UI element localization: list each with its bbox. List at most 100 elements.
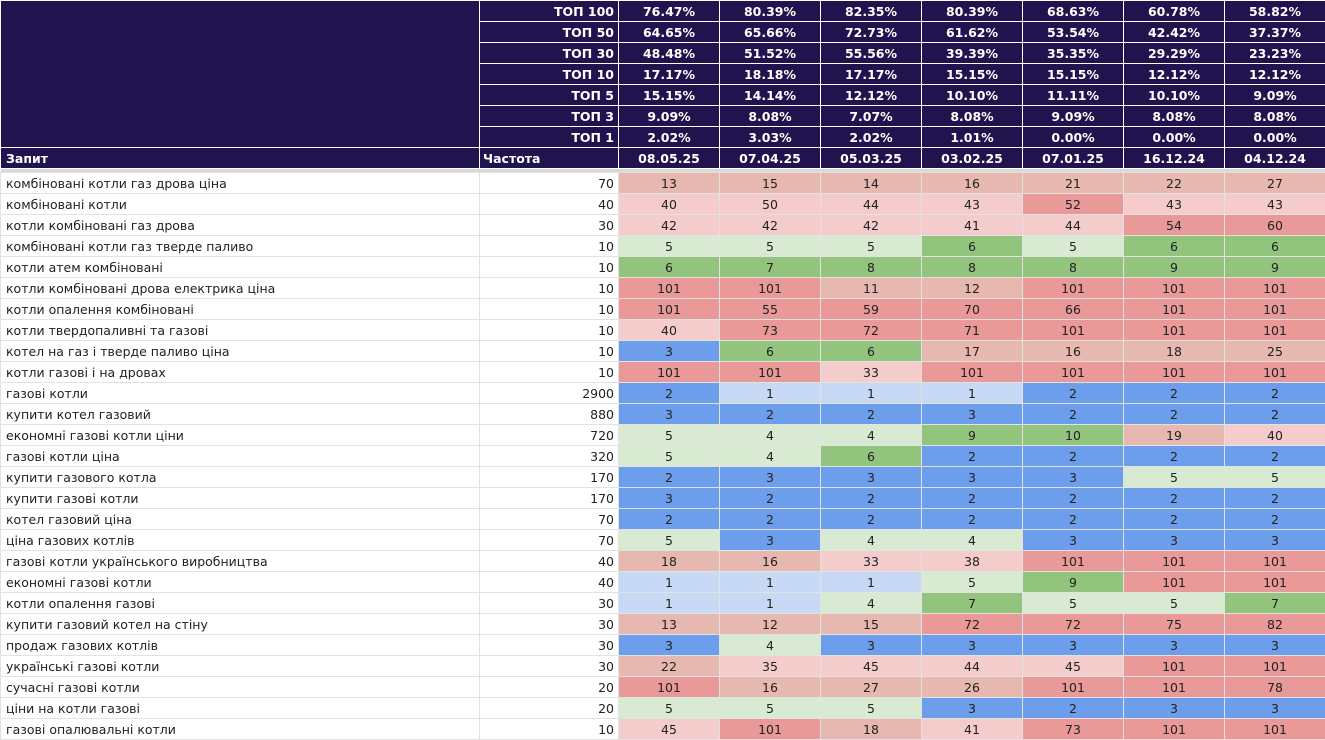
position-cell[interactable]: 26 bbox=[922, 677, 1023, 698]
frequency-cell[interactable]: 10 bbox=[480, 299, 619, 320]
summary-label[interactable]: ТОП 100 bbox=[480, 1, 619, 22]
position-cell[interactable]: 45 bbox=[619, 719, 720, 740]
position-cell[interactable]: 101 bbox=[1225, 299, 1325, 320]
position-cell[interactable]: 2 bbox=[720, 404, 821, 425]
summary-percentage-cell[interactable]: 12.12% bbox=[1124, 64, 1225, 85]
position-cell[interactable]: 2 bbox=[1225, 383, 1325, 404]
position-cell[interactable]: 7 bbox=[720, 257, 821, 278]
position-cell[interactable]: 73 bbox=[720, 320, 821, 341]
position-cell[interactable]: 5 bbox=[821, 698, 922, 719]
position-cell[interactable]: 8 bbox=[922, 257, 1023, 278]
position-cell[interactable]: 2 bbox=[1023, 509, 1124, 530]
query-cell[interactable]: котли атем комбіновані bbox=[1, 257, 480, 278]
position-cell[interactable]: 82 bbox=[1225, 614, 1325, 635]
position-cell[interactable]: 33 bbox=[821, 551, 922, 572]
summary-percentage-cell[interactable]: 42.42% bbox=[1124, 22, 1225, 43]
summary-percentage-cell[interactable]: 82.35% bbox=[821, 1, 922, 22]
position-cell[interactable]: 7 bbox=[1225, 593, 1325, 614]
summary-percentage-cell[interactable]: 0.00% bbox=[1124, 127, 1225, 148]
frequency-cell[interactable]: 30 bbox=[480, 656, 619, 677]
summary-percentage-cell[interactable]: 60.78% bbox=[1124, 1, 1225, 22]
frequency-cell[interactable]: 70 bbox=[480, 509, 619, 530]
position-cell[interactable]: 40 bbox=[619, 194, 720, 215]
summary-percentage-cell[interactable]: 23.23% bbox=[1225, 43, 1325, 64]
position-cell[interactable]: 45 bbox=[821, 656, 922, 677]
position-cell[interactable]: 4 bbox=[720, 635, 821, 656]
position-cell[interactable]: 3 bbox=[922, 404, 1023, 425]
query-cell[interactable]: газові котли ціна bbox=[1, 446, 480, 467]
frequency-cell[interactable]: 10 bbox=[480, 362, 619, 383]
frequency-cell[interactable]: 10 bbox=[480, 278, 619, 299]
query-cell[interactable]: газові котли bbox=[1, 383, 480, 404]
summary-percentage-cell[interactable]: 12.12% bbox=[1225, 64, 1325, 85]
position-cell[interactable]: 2 bbox=[1124, 488, 1225, 509]
frequency-cell[interactable]: 30 bbox=[480, 215, 619, 236]
position-cell[interactable]: 1 bbox=[619, 572, 720, 593]
date-column-header[interactable]: 07.01.25 bbox=[1023, 148, 1124, 169]
query-cell[interactable]: купити котел газовий bbox=[1, 404, 480, 425]
position-cell[interactable]: 5 bbox=[619, 698, 720, 719]
position-cell[interactable]: 25 bbox=[1225, 341, 1325, 362]
summary-percentage-cell[interactable]: 0.00% bbox=[1023, 127, 1124, 148]
position-cell[interactable]: 101 bbox=[1225, 719, 1325, 740]
position-cell[interactable]: 60 bbox=[1225, 215, 1325, 236]
position-cell[interactable]: 4 bbox=[821, 530, 922, 551]
position-cell[interactable]: 5 bbox=[720, 698, 821, 719]
position-cell[interactable]: 2 bbox=[1225, 488, 1325, 509]
summary-percentage-cell[interactable]: 35.35% bbox=[1023, 43, 1124, 64]
position-cell[interactable]: 3 bbox=[1023, 635, 1124, 656]
position-cell[interactable]: 18 bbox=[619, 551, 720, 572]
position-cell[interactable]: 33 bbox=[821, 362, 922, 383]
position-cell[interactable]: 9 bbox=[1124, 257, 1225, 278]
summary-percentage-cell[interactable]: 10.10% bbox=[1124, 85, 1225, 106]
query-column-header[interactable]: Запит bbox=[1, 148, 480, 169]
frequency-cell[interactable]: 320 bbox=[480, 446, 619, 467]
summary-percentage-cell[interactable]: 8.08% bbox=[720, 106, 821, 127]
frequency-cell[interactable]: 10 bbox=[480, 341, 619, 362]
frequency-cell[interactable]: 30 bbox=[480, 614, 619, 635]
summary-percentage-cell[interactable]: 15.15% bbox=[1023, 64, 1124, 85]
position-cell[interactable]: 42 bbox=[821, 215, 922, 236]
position-cell[interactable]: 2 bbox=[1023, 698, 1124, 719]
position-cell[interactable]: 101 bbox=[1023, 278, 1124, 299]
position-cell[interactable]: 3 bbox=[922, 698, 1023, 719]
position-cell[interactable]: 101 bbox=[1124, 278, 1225, 299]
position-cell[interactable]: 52 bbox=[1023, 194, 1124, 215]
summary-label[interactable]: ТОП 3 bbox=[480, 106, 619, 127]
summary-percentage-cell[interactable]: 53.54% bbox=[1023, 22, 1124, 43]
position-cell[interactable]: 16 bbox=[1023, 341, 1124, 362]
query-cell[interactable]: економні газові котли ціни bbox=[1, 425, 480, 446]
frequency-cell[interactable]: 720 bbox=[480, 425, 619, 446]
summary-percentage-cell[interactable]: 37.37% bbox=[1225, 22, 1325, 43]
position-cell[interactable]: 72 bbox=[1023, 614, 1124, 635]
position-cell[interactable]: 101 bbox=[1124, 572, 1225, 593]
position-cell[interactable]: 1 bbox=[821, 572, 922, 593]
position-cell[interactable]: 22 bbox=[619, 656, 720, 677]
position-cell[interactable]: 55 bbox=[720, 299, 821, 320]
query-cell[interactable]: ціна газових котлів bbox=[1, 530, 480, 551]
query-cell[interactable]: купити газовий котел на стіну bbox=[1, 614, 480, 635]
summary-percentage-cell[interactable]: 8.08% bbox=[922, 106, 1023, 127]
position-cell[interactable]: 101 bbox=[619, 278, 720, 299]
position-cell[interactable]: 16 bbox=[720, 677, 821, 698]
query-cell[interactable]: котли опалення газові bbox=[1, 593, 480, 614]
position-cell[interactable]: 1 bbox=[720, 593, 821, 614]
position-cell[interactable]: 5 bbox=[720, 236, 821, 257]
position-cell[interactable]: 101 bbox=[1124, 677, 1225, 698]
position-cell[interactable]: 2 bbox=[1124, 383, 1225, 404]
frequency-cell[interactable]: 20 bbox=[480, 698, 619, 719]
summary-percentage-cell[interactable]: 9.09% bbox=[1225, 85, 1325, 106]
position-cell[interactable]: 3 bbox=[1023, 530, 1124, 551]
query-cell[interactable]: купити газового котла bbox=[1, 467, 480, 488]
position-cell[interactable]: 2 bbox=[1124, 404, 1225, 425]
position-cell[interactable]: 71 bbox=[922, 320, 1023, 341]
position-cell[interactable]: 1 bbox=[922, 383, 1023, 404]
position-cell[interactable]: 101 bbox=[619, 677, 720, 698]
frequency-cell[interactable]: 20 bbox=[480, 677, 619, 698]
